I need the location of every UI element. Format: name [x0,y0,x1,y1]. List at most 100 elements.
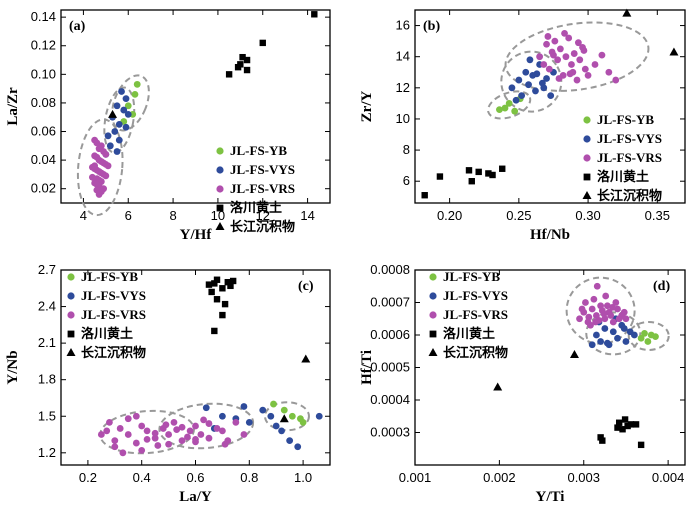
legend-label: 洛川黄土 [443,326,495,341]
x-tick-label: 0.4 [133,470,151,485]
point-jl-fs-vys [547,92,555,100]
point-jl-fs-vrs [151,429,159,437]
x-tick-label: 0.001 [399,470,432,485]
point-jl-fs-vys [526,56,534,64]
point-luochuan [465,167,473,174]
point-changjiang [279,414,289,423]
point-jl-fs-vrs [561,29,568,37]
point-jl-fs-vrs [620,308,628,316]
legend-label: JL-FS-VRS [81,307,146,322]
legend-marker [66,348,76,356]
y-axis-label: Y/Nb [5,350,21,384]
point-jl-fs-vys [122,95,130,103]
point-jl-fs-vrs [551,37,559,45]
legend-label: JL-FS-YB [230,143,287,158]
panel-label: (a) [69,19,86,34]
point-jl-fs-vrs [173,426,181,434]
x-axis-label: La/Y [179,489,212,505]
point-luochuan [489,171,496,179]
point-luochuan [243,66,251,74]
point-jl-fs-vys [120,106,128,114]
point-jl-fs-vrs [143,427,151,435]
point-jl-fs-vrs [536,53,544,61]
point-luochuan [624,422,631,430]
point-jl-fs-vys [593,331,600,339]
panel-0: 4 6 8 10 12 14 0.02 0.04 0.06 0.08 0.10 0.12 0.14 Y/H… [5,9,331,243]
point-jl-fs-vys [609,328,617,336]
point-jl-fs-vrs [545,65,553,73]
point-jl-fs-vrs [106,418,113,426]
point-jl-fs-vrs [102,172,110,180]
legend-marker [583,154,591,162]
point-luochuan [213,296,221,303]
y-axis-label: La/Zr [5,87,21,126]
point-luochuan [627,421,635,428]
point-jl-fs-vys [113,102,121,110]
point-jl-fs-vrs [154,442,162,449]
x-tick-label: 0.002 [483,470,516,485]
y-tick-label: 0.0008 [370,262,410,277]
point-jl-fs-yb [299,418,307,426]
y-tick-label: 14 [396,49,410,64]
point-jl-fs-vrs [213,425,221,432]
legend-marker [429,273,437,281]
point-jl-fs-vys [508,84,516,92]
point-jl-fs-vrs [585,313,593,321]
panel-2: 0.2 0.4 0.6 0.8 1.0 1.2 1.5 1.8 2.1 2.4 2.7 La/Y Y/N… [5,262,331,505]
y-tick-label: 0.0007 [370,295,410,310]
point-jl-fs-vrs [186,427,194,435]
point-jl-fs-vys [532,87,539,95]
point-jl-fs-vys [286,437,294,445]
y-tick-label: 1.8 [38,372,56,387]
point-jl-fs-vys [115,136,123,144]
y-tick-label: 0.04 [31,152,56,167]
point-jl-fs-vys [245,418,253,426]
legend-marker [216,147,224,155]
point-jl-fs-vrs [192,436,199,443]
point-jl-fs-vrs [591,61,599,68]
y-tick-label: 0.0004 [370,392,410,407]
x-tick-label: 0.35 [645,208,670,223]
point-jl-fs-yb [505,99,513,107]
point-luochuan [234,63,242,71]
y-tick-label: 2.7 [38,262,56,277]
point-jl-fs-vrs [622,315,630,323]
point-jl-fs-vrs [132,439,140,447]
x-tick-label: 0.25 [506,208,531,223]
point-luochuan [259,39,266,47]
x-tick-label: 1.0 [294,470,312,485]
legend-label: JL-FS-VYS [597,131,662,146]
point-luochuan [615,419,623,426]
point-jl-fs-vrs [544,33,552,40]
point-luochuan [224,278,231,286]
point-luochuan [619,426,626,433]
legend-label: JL-FS-VRS [230,181,295,196]
point-jl-fs-vrs [102,150,110,158]
point-jl-fs-yb [644,338,652,345]
legend-marker [429,292,437,300]
legend-label: 长江沉积物 [597,188,662,203]
legend-marker [582,191,592,199]
point-jl-fs-vrs [590,295,598,303]
point-jl-fs-vrs [562,53,570,61]
point-jl-fs-yb [133,80,141,88]
point-luochuan [632,421,640,428]
plot-frame [60,9,331,204]
point-jl-fs-vrs [116,425,124,432]
point-jl-fs-yb [501,104,509,112]
legend-marker [67,273,75,281]
point-jl-fs-vrs [205,434,213,442]
x-tick-label: 14 [300,208,314,223]
legend-label: 长江沉积物 [230,219,295,234]
plot-frame [414,9,686,204]
point-jl-fs-vrs [607,312,615,319]
x-axis-label: Hf/Nb [530,227,570,243]
point-jl-fs-yb [288,412,296,420]
y-tick-label: 0.02 [31,181,56,196]
point-luochuan [243,56,251,64]
legend-label: JL-FS-YB [597,112,654,127]
point-luochuan [597,434,604,441]
group-envelope [76,118,124,217]
